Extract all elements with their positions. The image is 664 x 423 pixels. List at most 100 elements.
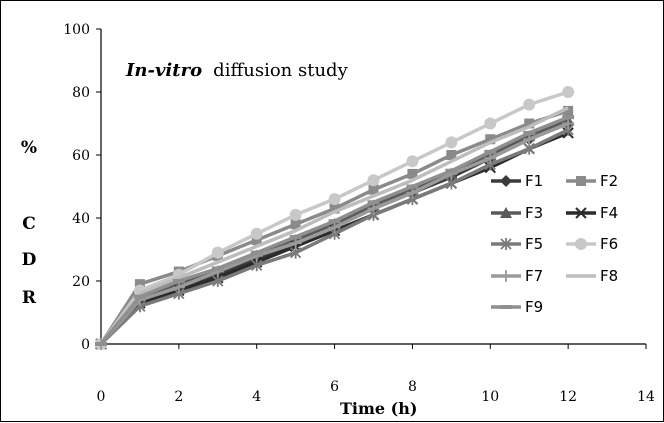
x-tick-label: 6 bbox=[330, 379, 339, 395]
legend-label: F6 bbox=[600, 235, 618, 253]
data-point bbox=[406, 186, 419, 199]
y-tick-label: 0 bbox=[81, 337, 90, 353]
legend-label: F2 bbox=[600, 172, 618, 190]
legend-marker bbox=[500, 238, 512, 250]
data-point bbox=[172, 279, 185, 283]
data-point bbox=[523, 130, 536, 135]
y-tick-label: 100 bbox=[63, 22, 90, 38]
series-F9 bbox=[95, 115, 575, 346]
legend-label: F9 bbox=[525, 298, 543, 316]
data-point bbox=[407, 168, 418, 179]
legend-item: F4 bbox=[566, 204, 618, 222]
data-point bbox=[445, 136, 458, 149]
legend-marker bbox=[575, 238, 587, 250]
data-point bbox=[250, 227, 263, 240]
data-point bbox=[523, 98, 536, 111]
legend-marker bbox=[500, 305, 512, 309]
y-axis-label-line: D bbox=[22, 250, 37, 270]
data-point bbox=[485, 134, 496, 145]
y-tick-label: 20 bbox=[72, 274, 90, 290]
chart-title-italic: In-vitro bbox=[125, 60, 202, 81]
data-point bbox=[289, 237, 302, 250]
data-point bbox=[251, 235, 262, 246]
data-point bbox=[289, 208, 302, 221]
x-ticks: 0 2 4 6 8 10 12 14 bbox=[97, 344, 655, 405]
x-tick-label: 4 bbox=[252, 389, 261, 405]
x-tick-label: 14 bbox=[637, 389, 655, 405]
x-tick-label: 8 bbox=[408, 379, 417, 395]
x-tick-label: 12 bbox=[559, 389, 577, 405]
legend-item: F6 bbox=[566, 235, 618, 253]
data-point bbox=[367, 174, 380, 187]
data-point bbox=[406, 155, 419, 168]
data-point bbox=[367, 200, 380, 205]
data-point bbox=[328, 193, 341, 206]
x-tick-label: 0 bbox=[97, 389, 106, 405]
series-F5 bbox=[95, 123, 574, 350]
data-point bbox=[367, 202, 380, 215]
legend-marker bbox=[576, 176, 586, 186]
legend-label: F4 bbox=[600, 204, 618, 222]
y-tick-label: 80 bbox=[72, 85, 90, 101]
x-tick-label: 10 bbox=[481, 389, 499, 405]
axes bbox=[100, 29, 646, 345]
data-point bbox=[172, 281, 185, 294]
series-F6 bbox=[95, 86, 575, 350]
data-point bbox=[95, 342, 107, 346]
legend-item: F9 bbox=[491, 298, 543, 316]
legend-label: F8 bbox=[600, 267, 618, 285]
data-point bbox=[484, 149, 497, 154]
data-point bbox=[133, 294, 146, 299]
y-axis-label-line: % bbox=[21, 138, 37, 158]
data-point bbox=[562, 115, 575, 120]
data-point bbox=[134, 279, 145, 290]
y-axis-label-line: R bbox=[22, 288, 37, 308]
y-ticks: 0 20 40 60 80 100 bbox=[63, 22, 101, 353]
legend-item: F5 bbox=[491, 235, 543, 253]
x-tick-label: 2 bbox=[174, 389, 183, 405]
data-point bbox=[250, 250, 263, 255]
data-point bbox=[562, 86, 575, 98]
data-point bbox=[329, 203, 340, 214]
legend-label: F3 bbox=[525, 204, 543, 222]
y-axis-label: % CDR bbox=[21, 138, 37, 308]
data-point bbox=[328, 219, 341, 224]
data-point bbox=[524, 118, 535, 129]
legend-marker bbox=[500, 207, 512, 218]
y-tick-label: 40 bbox=[72, 211, 90, 227]
data-point bbox=[523, 133, 536, 146]
data-point bbox=[445, 168, 458, 173]
legend-label: F7 bbox=[525, 267, 543, 285]
series-group bbox=[95, 86, 575, 350]
data-point bbox=[289, 234, 302, 239]
data-point bbox=[211, 266, 224, 271]
data-point bbox=[484, 152, 497, 165]
legend-item: F2 bbox=[566, 172, 618, 190]
legend-marker bbox=[500, 175, 512, 187]
data-point bbox=[563, 105, 574, 116]
legend-item: F1 bbox=[491, 172, 543, 190]
legend-marker bbox=[500, 270, 512, 282]
legend-item: F8 bbox=[566, 267, 618, 285]
data-point bbox=[446, 150, 457, 160]
data-point bbox=[562, 117, 575, 130]
data-point bbox=[368, 184, 379, 195]
data-point bbox=[406, 184, 419, 189]
legend-item: F3 bbox=[491, 204, 543, 222]
y-tick-label: 60 bbox=[72, 148, 90, 164]
legend-marker bbox=[575, 207, 587, 219]
series-F8 bbox=[99, 106, 569, 346]
data-point bbox=[328, 221, 341, 234]
x-axis-label: Time (h) bbox=[340, 399, 417, 418]
data-point bbox=[484, 117, 497, 130]
chart-title-rest: diffusion study bbox=[213, 60, 348, 81]
series-line bbox=[99, 106, 569, 346]
legend-item: F7 bbox=[491, 267, 543, 285]
data-point bbox=[211, 246, 224, 259]
chart-title: In-vitro diffusion study bbox=[125, 60, 349, 81]
legend: F1 F2 F3 F4 F5 F6 F7 F8 F9 bbox=[491, 172, 618, 316]
y-axis-label-line: C bbox=[22, 214, 36, 234]
data-point bbox=[290, 219, 301, 230]
